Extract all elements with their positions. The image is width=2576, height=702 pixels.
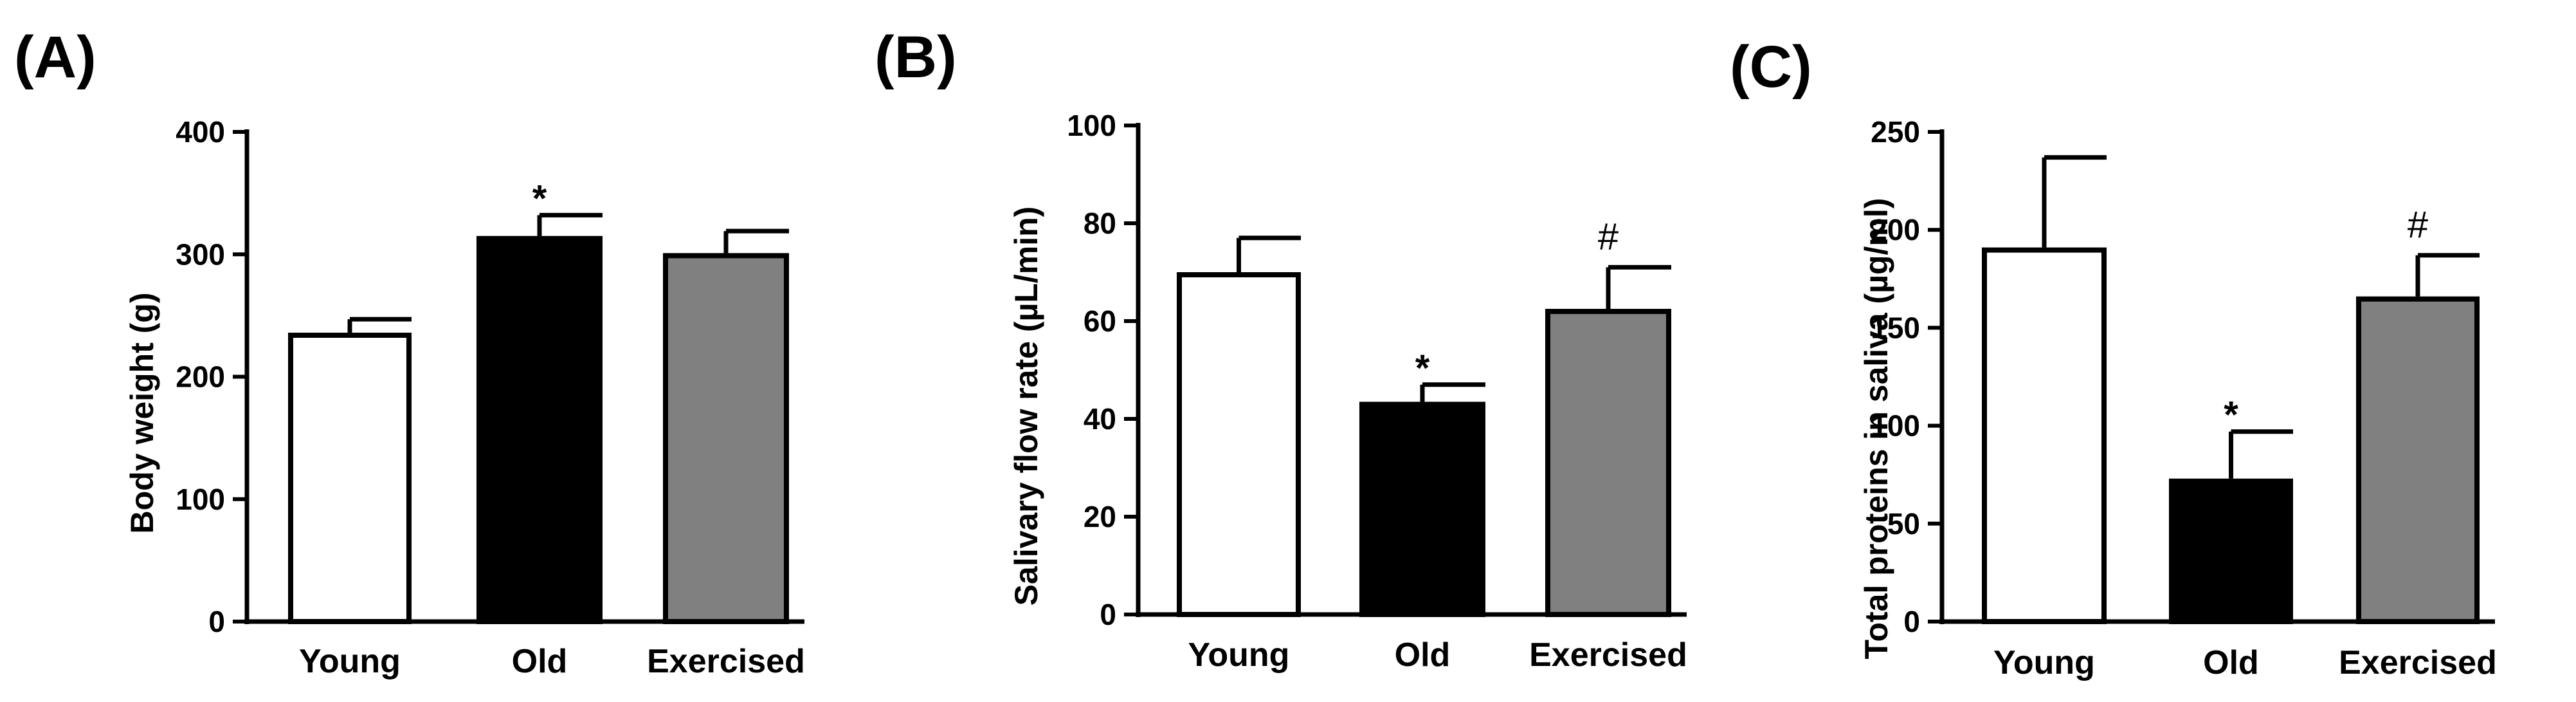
y-tick-label-b-40: 40	[1084, 402, 1116, 436]
y-tick-label-b-60: 60	[1084, 304, 1116, 338]
category-label-a-old: Old	[512, 643, 568, 680]
panel-a: (A) Body weight (g) 0 100 200 300 400 Young Ol…	[14, 24, 805, 680]
category-label-c-young: Young	[1993, 644, 2095, 681]
y-tick-label-c-250: 250	[1871, 115, 1920, 149]
y-tick-label-a-200: 200	[176, 360, 225, 394]
significance-a-old: *	[532, 178, 547, 219]
bar-b-old	[1359, 402, 1485, 618]
bar-c-young	[1982, 247, 2107, 624]
panel-label-c: (C)	[1730, 34, 1812, 100]
y-tick-label-c-100: 100	[1871, 409, 1920, 443]
category-label-b-young: Young	[1188, 636, 1290, 674]
significance-b-exercised: #	[1598, 216, 1619, 257]
y-tick-label-a-100: 100	[176, 483, 225, 516]
y-axis-label-b: Salivary flow rate (µL/min)	[1008, 207, 1044, 606]
panel-label-a: (A)	[14, 24, 96, 90]
bar-a-young	[288, 333, 412, 624]
panel-label-b: (B)	[875, 24, 957, 90]
bar-c-exercised	[2356, 296, 2480, 624]
panel-b: (B) Salivary flow rate (µL/min) 0 20 40 60 8…	[875, 24, 1687, 674]
y-tick-label-b-0: 0	[1100, 598, 1116, 631]
bar-a-old	[476, 236, 603, 624]
significance-b-old: *	[1415, 347, 1430, 389]
y-tick-label-b-100: 100	[1067, 109, 1116, 142]
y-tick-label-a-300: 300	[176, 237, 225, 271]
bar-c-old	[2169, 478, 2293, 625]
y-tick-label-c-0: 0	[1903, 605, 1920, 638]
significance-c-old: *	[2224, 394, 2238, 436]
y-tick-label-c-50: 50	[1887, 507, 1920, 540]
y-tick-label-a-400: 400	[176, 115, 225, 149]
category-label-c-old: Old	[2203, 644, 2259, 681]
category-label-a-young: Young	[299, 643, 401, 680]
category-label-b-old: Old	[1395, 636, 1451, 674]
category-label-b-exercised: Exercised	[1529, 636, 1687, 674]
category-label-c-exercised: Exercised	[2339, 644, 2497, 681]
category-label-a-exercised: Exercised	[647, 643, 805, 680]
y-tick-label-a-0: 0	[208, 605, 225, 638]
y-tick-label-b-80: 80	[1084, 207, 1116, 240]
y-axis-label-a: Body weight (g)	[124, 293, 160, 534]
bar-a-exercised	[663, 253, 789, 625]
bar-b-exercised	[1545, 309, 1671, 617]
y-tick-label-b-20: 20	[1084, 500, 1116, 533]
panel-c: (C) Total proteins in saliva (µg/ml) 0 50…	[1730, 34, 2497, 681]
y-axis-label-c: Total proteins in saliva (µg/ml)	[1858, 198, 1894, 660]
significance-c-exercised: #	[2408, 204, 2428, 246]
y-tick-label-c-200: 200	[1871, 213, 1920, 246]
bar-b-young	[1177, 272, 1301, 617]
y-tick-label-c-150: 150	[1871, 311, 1920, 344]
